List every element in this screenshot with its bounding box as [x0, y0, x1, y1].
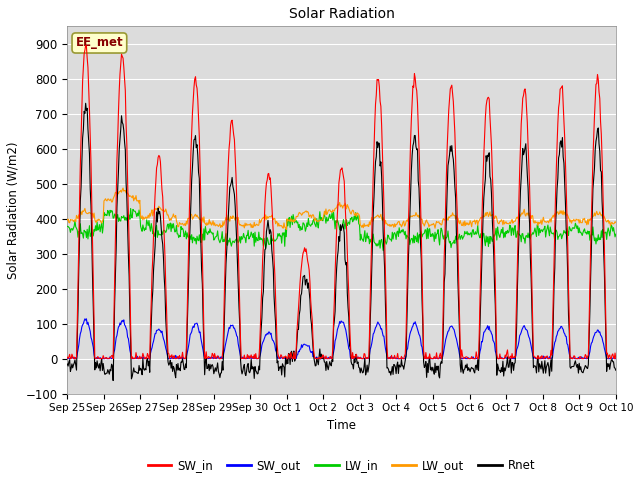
Title: Solar Radiation: Solar Radiation	[289, 7, 394, 21]
Text: EE_met: EE_met	[76, 36, 123, 49]
X-axis label: Time: Time	[327, 419, 356, 432]
Legend: SW_in, SW_out, LW_in, LW_out, Rnet: SW_in, SW_out, LW_in, LW_out, Rnet	[143, 455, 540, 477]
Y-axis label: Solar Radiation (W/m2): Solar Radiation (W/m2)	[7, 141, 20, 279]
